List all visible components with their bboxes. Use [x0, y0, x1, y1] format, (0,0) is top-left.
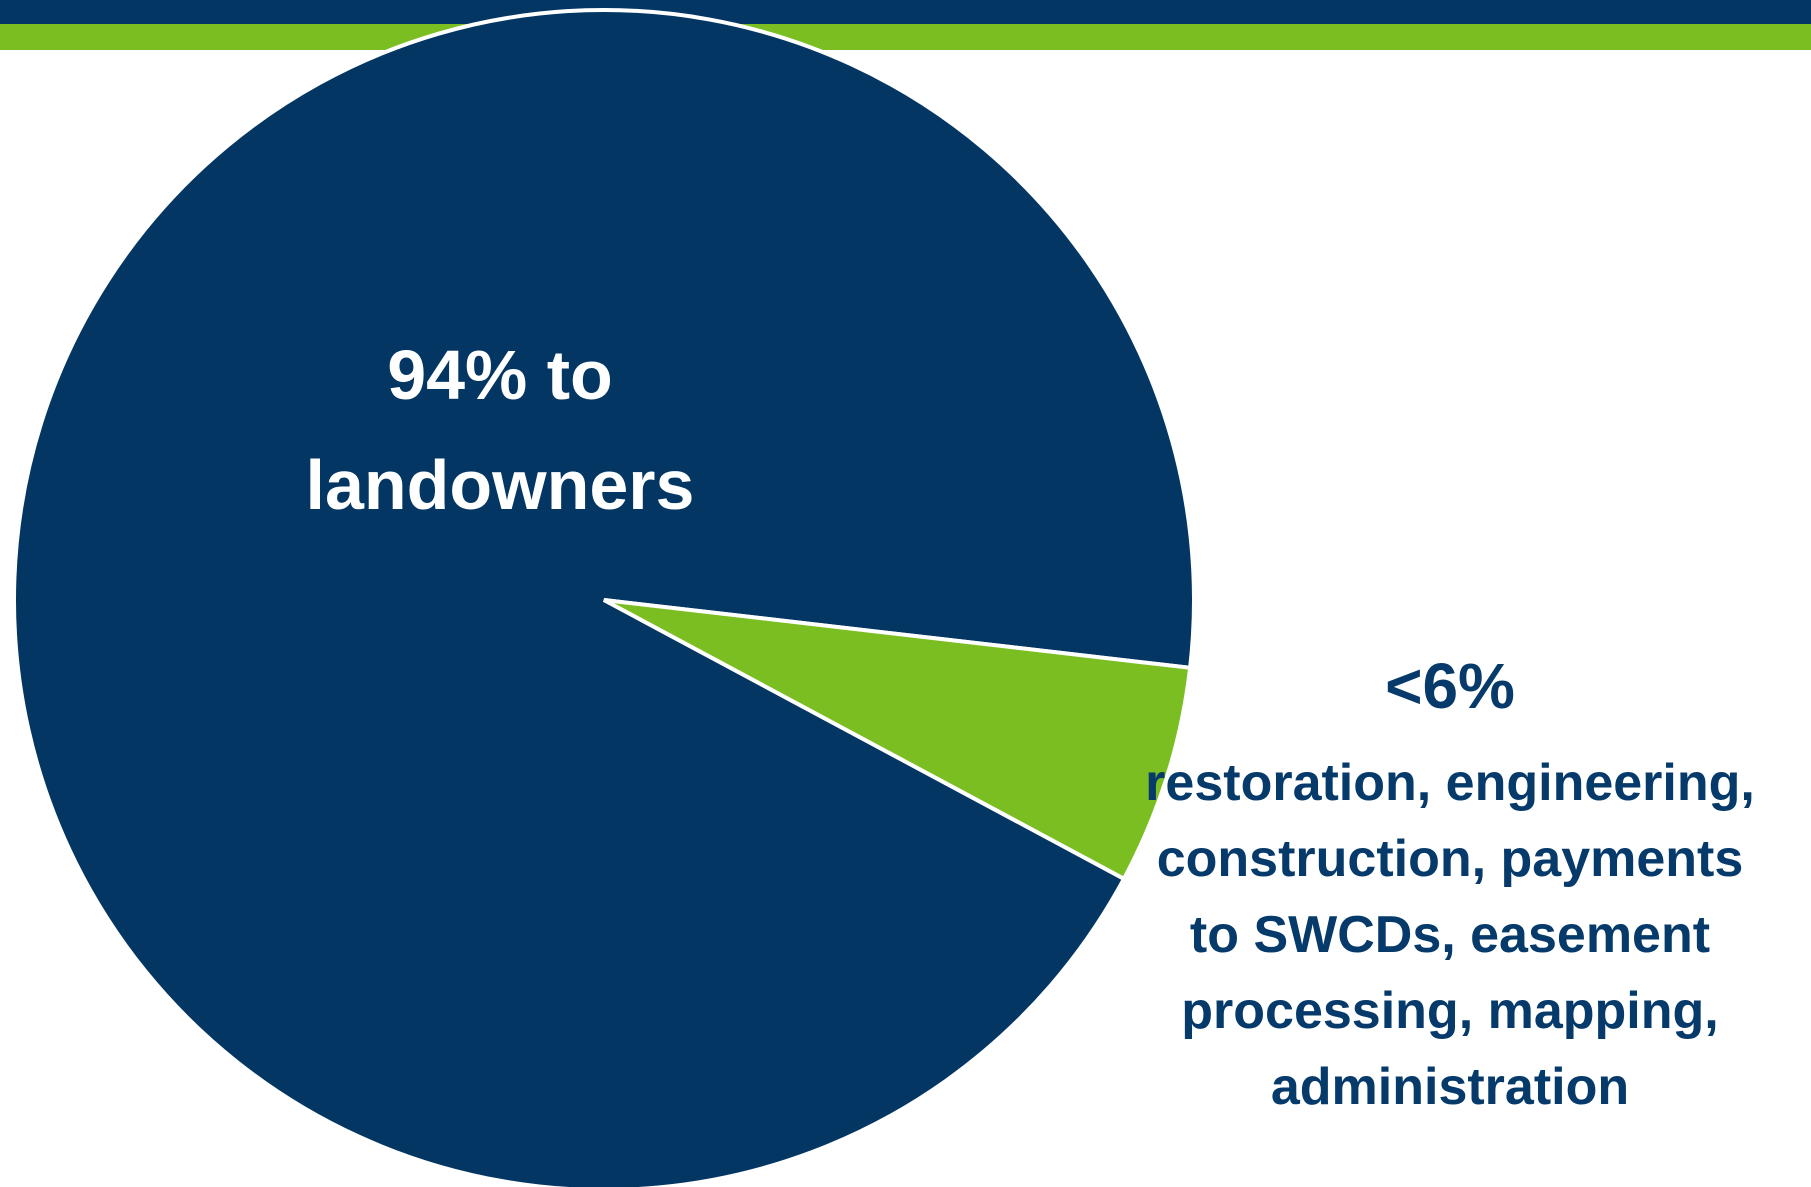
pie-slice-other-costs: [603, 598, 1193, 882]
description-line: to SWCDs, easement: [1189, 906, 1711, 964]
slice-label-percent: <6%: [1385, 650, 1515, 722]
pie-slice-landowners: [12, 8, 1196, 1187]
slice-label-description: restoration, engineering, construction, …: [1100, 745, 1800, 1125]
description-line: construction, payments: [1156, 830, 1744, 888]
description-line: restoration, engineering,: [1145, 754, 1755, 812]
slice-label-line: landowners: [305, 446, 695, 524]
description-line: administration: [1270, 1058, 1630, 1116]
description-line: processing, mapping,: [1181, 982, 1719, 1040]
header-bar-green: [0, 24, 1811, 50]
header-bar-navy: [0, 0, 1811, 24]
slice-label-line: 94% to: [387, 336, 613, 414]
slice-label-landowners: 94% to landowners: [230, 320, 770, 540]
